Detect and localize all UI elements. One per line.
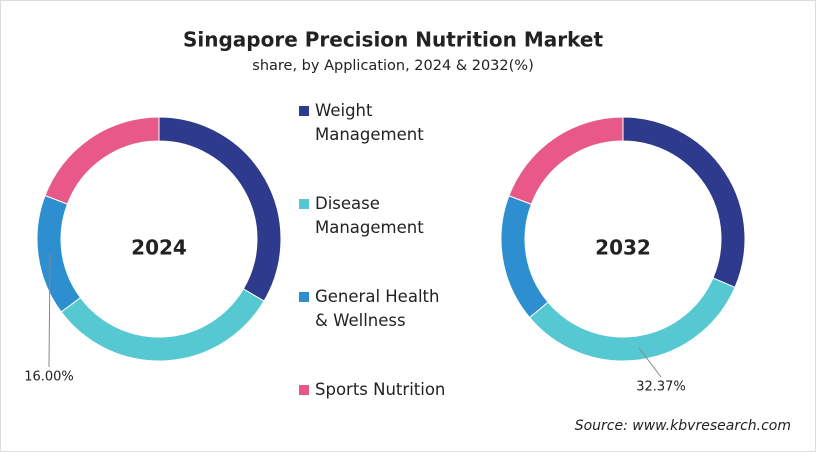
donut-segment (528, 277, 736, 362)
legend-label: Weight Management (315, 101, 424, 144)
legend-swatch (299, 106, 309, 116)
legend-swatch (299, 385, 309, 395)
legend-swatch (299, 292, 309, 302)
donut-segment (508, 116, 624, 205)
legend-item: Disease Management (299, 192, 449, 240)
donut-segment (44, 116, 160, 205)
chart-subtitle: share, by Application, 2024 & 2032(%) (252, 58, 533, 74)
leader-line (48, 254, 51, 368)
donut-center-label: 2032 (595, 236, 651, 260)
donut-segment (158, 116, 282, 302)
legend-swatch (299, 199, 309, 209)
donut-segment (60, 288, 265, 362)
legend-label: Disease Management (315, 194, 424, 237)
data-label: 32.37% (636, 380, 686, 395)
legend-label: General Health & Wellness (315, 287, 440, 330)
leader-line (638, 347, 662, 378)
data-label: 16.00% (24, 370, 74, 385)
donut-segment (622, 116, 746, 289)
chart-title: Singapore Precision Nutrition Market (183, 28, 603, 52)
donut-segment (500, 195, 549, 319)
donut-segment (36, 194, 82, 313)
source: Source: www.kbvresearch.com (575, 418, 791, 434)
donut-center-label: 2024 (131, 236, 187, 260)
legend-item: Sports Nutrition (299, 378, 449, 402)
legend-item: General Health & Wellness (299, 285, 449, 333)
legend-label: Sports Nutrition (315, 380, 446, 399)
legend-item: Weight Management (299, 99, 449, 147)
